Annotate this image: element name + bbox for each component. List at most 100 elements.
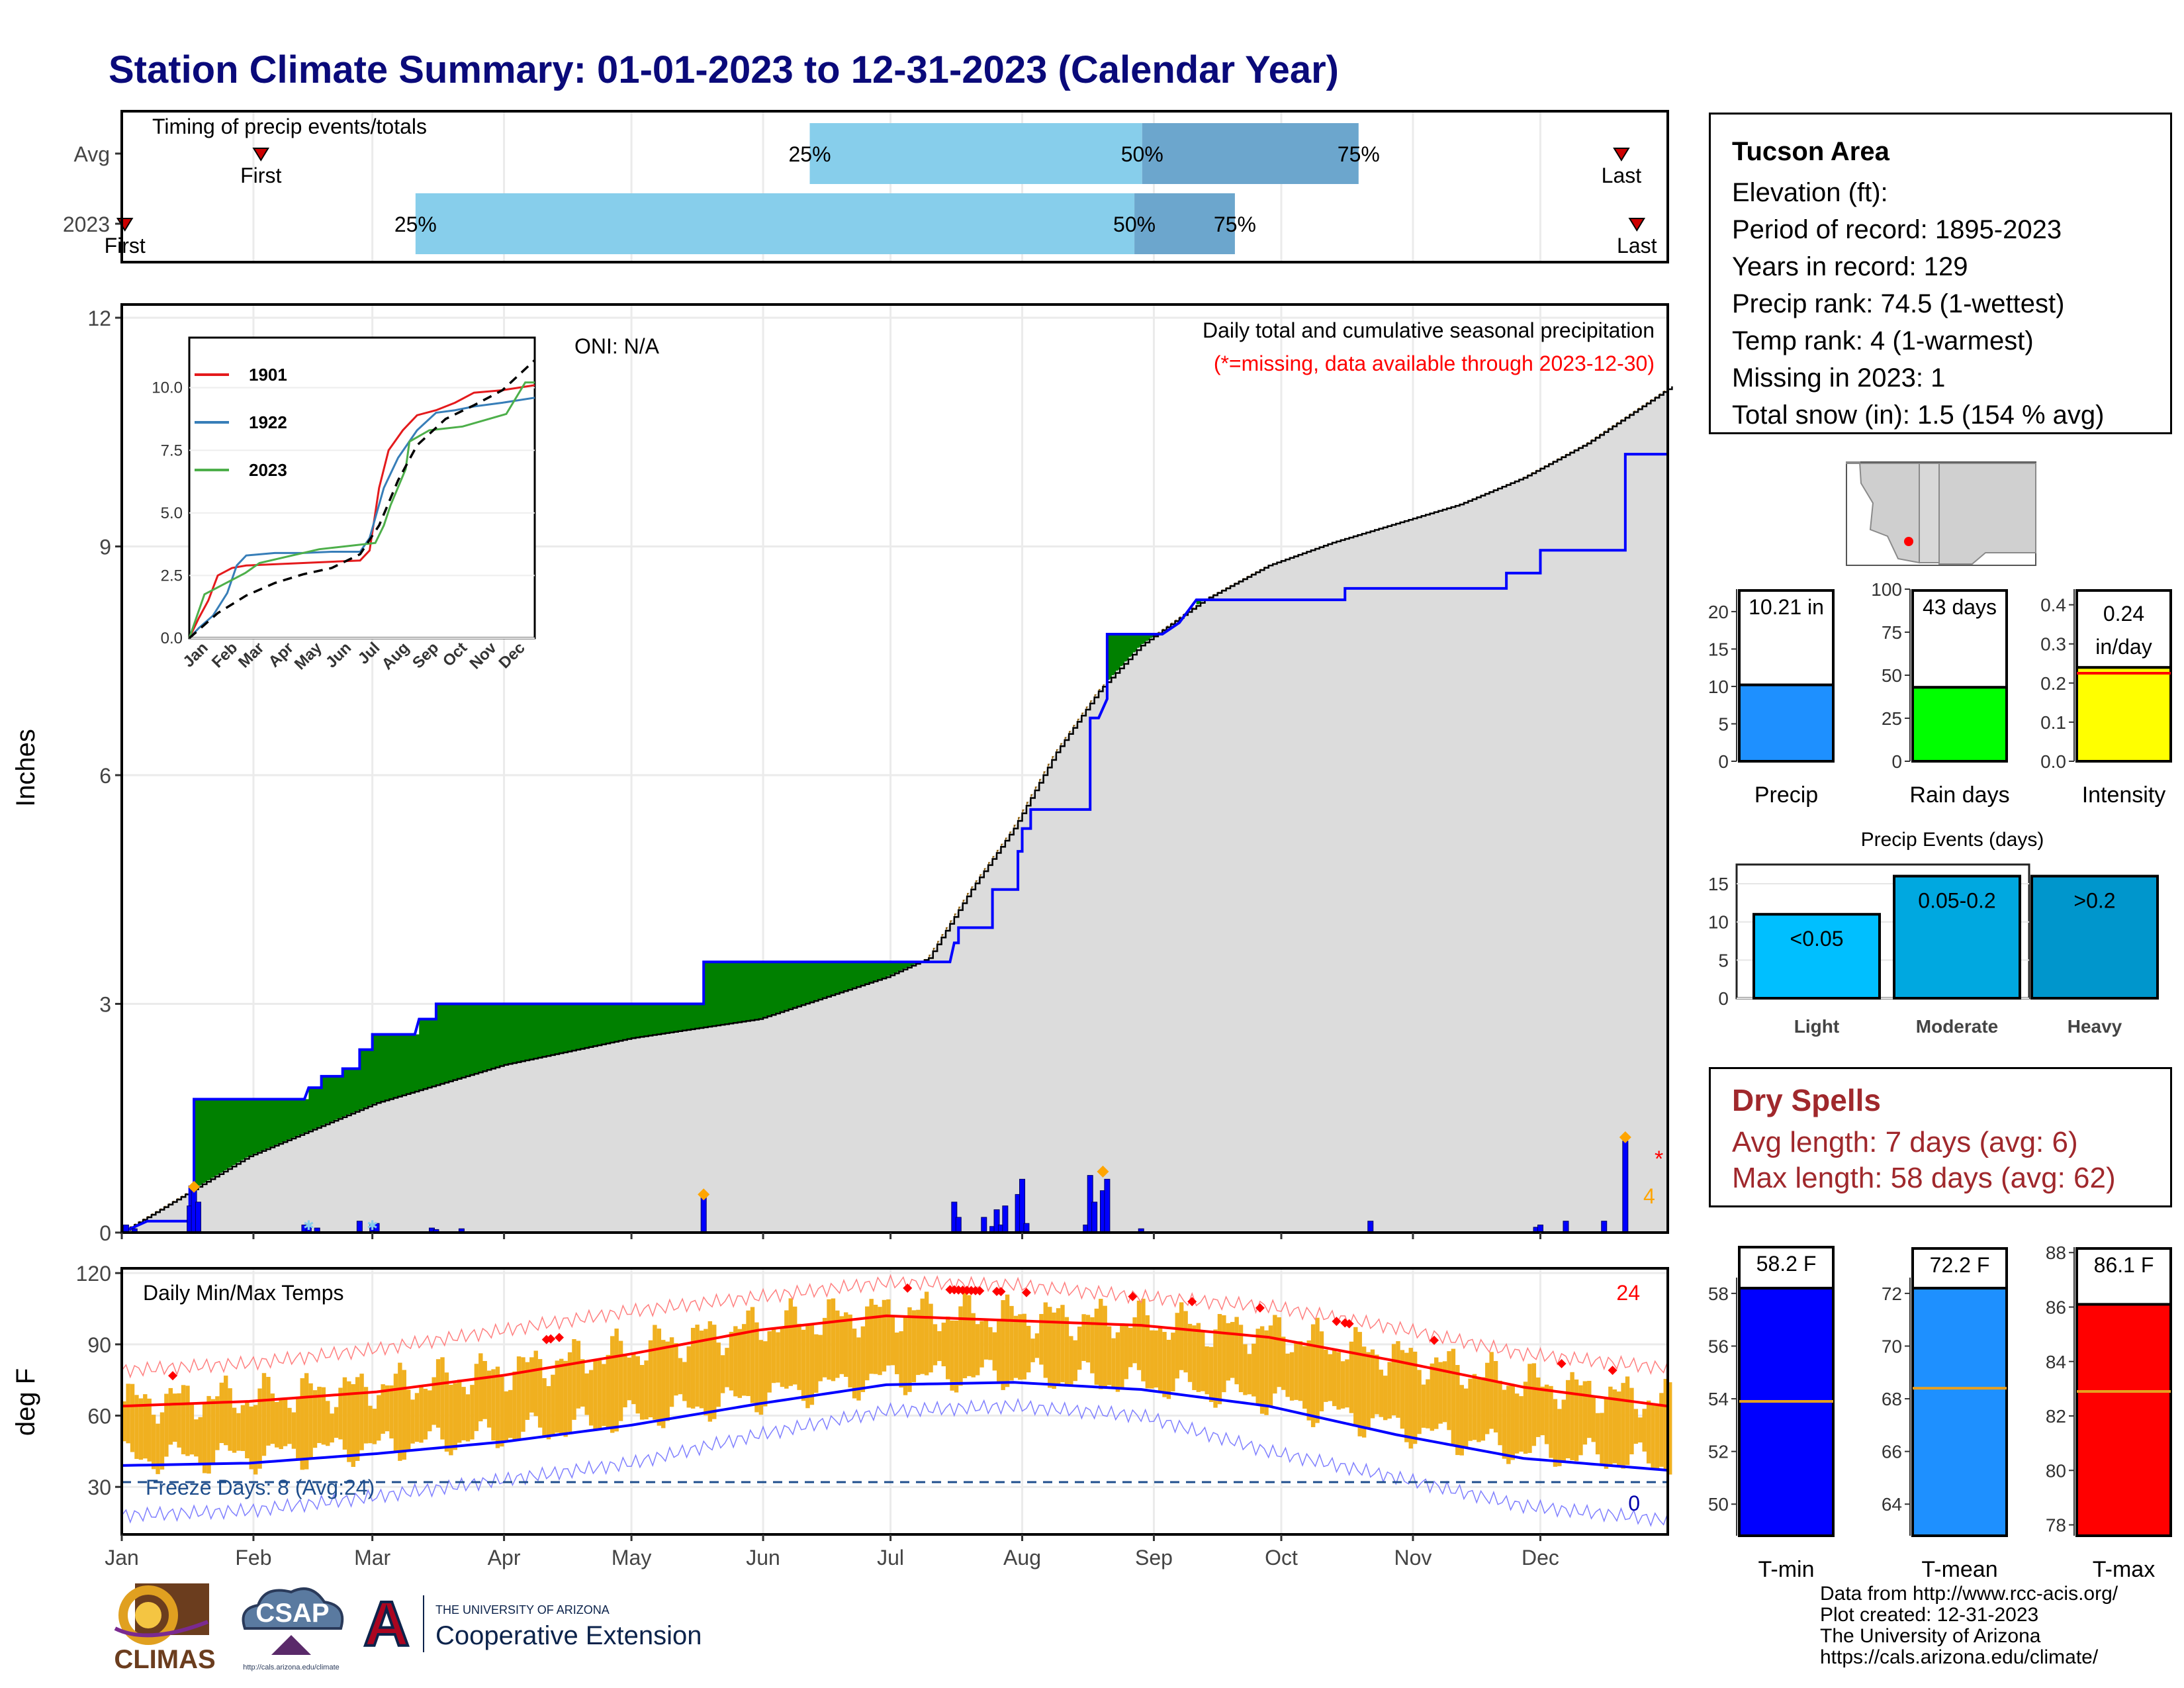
temps-daily-bar xyxy=(291,1412,296,1449)
csap-logo-url: http://cals.arizona.edu/climate xyxy=(243,1664,340,1671)
temps-daily-bar xyxy=(776,1332,780,1383)
precip-above-normal-fill xyxy=(546,1004,551,1056)
small-bar-ytick-label: 50 xyxy=(1708,1494,1729,1515)
temps-daily-bar xyxy=(1205,1346,1209,1395)
temps-daily-bar xyxy=(1064,1317,1069,1385)
temps-daily-bar xyxy=(508,1389,513,1438)
temps-daily-bar xyxy=(1477,1378,1481,1442)
temps-daily-bar xyxy=(173,1393,177,1442)
temps-daily-bar xyxy=(983,1319,989,1360)
precip-above-normal-fill xyxy=(639,1004,645,1037)
temps-daily-bar xyxy=(236,1413,241,1451)
precip-above-normal-fill xyxy=(206,1099,212,1181)
temps-daily-bar xyxy=(478,1353,483,1422)
temps-daily-bar xyxy=(1366,1352,1371,1429)
precip-above-normal-fill xyxy=(449,1004,454,1081)
temps-daily-bar xyxy=(1340,1361,1345,1409)
temps-daily-bar xyxy=(189,1403,195,1455)
small-bar-value-label: 58.2 F xyxy=(1756,1252,1817,1276)
precip-above-normal-fill xyxy=(818,962,823,999)
timing-last-label: Last xyxy=(1602,164,1642,187)
small-bar-value-label: 43 days xyxy=(1923,595,1997,619)
temps-daily-bar xyxy=(895,1333,899,1374)
temps-daily-bar xyxy=(962,1291,968,1379)
inset-ytick-label: 5.0 xyxy=(161,504,183,522)
events-ytick-label: 0 xyxy=(1718,988,1729,1009)
timing-first-label: First xyxy=(240,164,281,187)
temps-daily-bar xyxy=(1459,1385,1464,1456)
small-bar-value-box xyxy=(2075,589,2172,669)
precip-above-normal-fill xyxy=(771,962,776,1015)
temps-hot-day-marker xyxy=(1344,1319,1354,1329)
temps-daily-bar xyxy=(950,1320,954,1391)
temps-daily-bar xyxy=(377,1395,381,1441)
temps-daily-bar xyxy=(720,1355,725,1393)
temps-daily-bar xyxy=(1587,1380,1592,1438)
climas-logo: CLIMAS xyxy=(114,1583,216,1674)
temps-daily-bar xyxy=(1387,1362,1392,1419)
temps-daily-bar xyxy=(529,1357,534,1413)
precip-above-normal-fill xyxy=(860,962,866,985)
temps-daily-bar xyxy=(674,1343,678,1396)
temps-daily-bar xyxy=(1383,1376,1388,1421)
temps-xtick-label: Dec xyxy=(1522,1546,1559,1570)
precip-above-normal-fill xyxy=(580,1004,586,1049)
temps-daily-bar xyxy=(351,1384,355,1467)
temps-record-max-line xyxy=(121,1274,1668,1379)
precip-above-normal-fill xyxy=(330,1076,335,1122)
small-bar-ytick-label: 70 xyxy=(1882,1336,1902,1356)
temps-daily-bar xyxy=(1081,1314,1086,1361)
precip-normal-line xyxy=(122,386,1673,1234)
precip-above-normal-fill xyxy=(542,1004,547,1056)
temps-daily-bar xyxy=(852,1329,857,1399)
ua-mark-text: A xyxy=(363,1589,409,1660)
csap-logo-text: CSAP xyxy=(255,1599,329,1628)
temps-daily-bar xyxy=(1158,1326,1163,1391)
temps-hot-day-marker xyxy=(1608,1366,1617,1376)
temps-daily-bar xyxy=(763,1341,768,1407)
small-bar-category-label: Precip xyxy=(1754,782,1818,808)
temps-daily-bar xyxy=(848,1314,852,1387)
temps-daily-bar xyxy=(1273,1315,1277,1394)
precip-above-normal-fill xyxy=(631,1004,637,1038)
temps-daily-bar xyxy=(818,1335,823,1382)
precip-above-normal-fill xyxy=(495,1004,500,1067)
small-bar-value-box xyxy=(1738,1246,1835,1289)
temps-daily-bar xyxy=(1187,1323,1193,1382)
timing-label-25: 25% xyxy=(788,142,831,166)
small-bar-value-box xyxy=(1911,1247,2008,1289)
temps-daily-bar xyxy=(886,1299,891,1366)
temps-daily-bar xyxy=(1281,1336,1286,1390)
temps-daily-bar xyxy=(797,1323,801,1390)
dry-spells-avg: Avg length: 7 days (avg: 6) xyxy=(1732,1126,2078,1158)
temps-daily-bar xyxy=(1463,1388,1469,1448)
small-bar-ytick-label: 25 xyxy=(1882,708,1902,729)
temps-hot-day-marker xyxy=(1187,1297,1197,1307)
temps-daily-bar xyxy=(126,1383,130,1444)
timing-last-marker xyxy=(1613,148,1630,162)
precip-above-normal-fill xyxy=(1115,633,1120,671)
small-bar-value-unit: in/day xyxy=(2095,635,2152,659)
temps-daily-bar xyxy=(627,1357,632,1401)
precip-above-normal-fill xyxy=(1111,633,1116,676)
temps-daily-bar xyxy=(1502,1389,1507,1459)
precip-above-normal-fill xyxy=(635,1004,641,1037)
temps-xtick-label: Aug xyxy=(1003,1546,1041,1570)
small-bar-category-label: Rain days xyxy=(1909,782,2009,808)
precip-above-normal-fill xyxy=(228,1099,233,1168)
temps-daily-bar xyxy=(312,1390,318,1448)
temps-ytick-label: 120 xyxy=(76,1262,111,1286)
temps-daily-bar xyxy=(588,1370,594,1426)
temps-daily-bar xyxy=(164,1393,169,1457)
precip-above-normal-fill xyxy=(878,962,883,980)
temps-daily-bar xyxy=(1294,1342,1298,1400)
temps-daily-bar xyxy=(1128,1327,1133,1368)
timing-label-50: 50% xyxy=(1121,142,1163,166)
precip-panel: 0 3 6 9 12 ✱ ✱ 4* Daily total and cumulative sea… xyxy=(11,303,1673,1245)
temps-daily-bar xyxy=(334,1407,339,1438)
temps-daily-bar xyxy=(1638,1417,1643,1443)
precip-above-normal-fill xyxy=(474,1004,479,1074)
precip-above-normal-fill xyxy=(911,962,917,965)
station-marker xyxy=(1904,537,1913,546)
temps-daily-bar xyxy=(1234,1317,1239,1385)
